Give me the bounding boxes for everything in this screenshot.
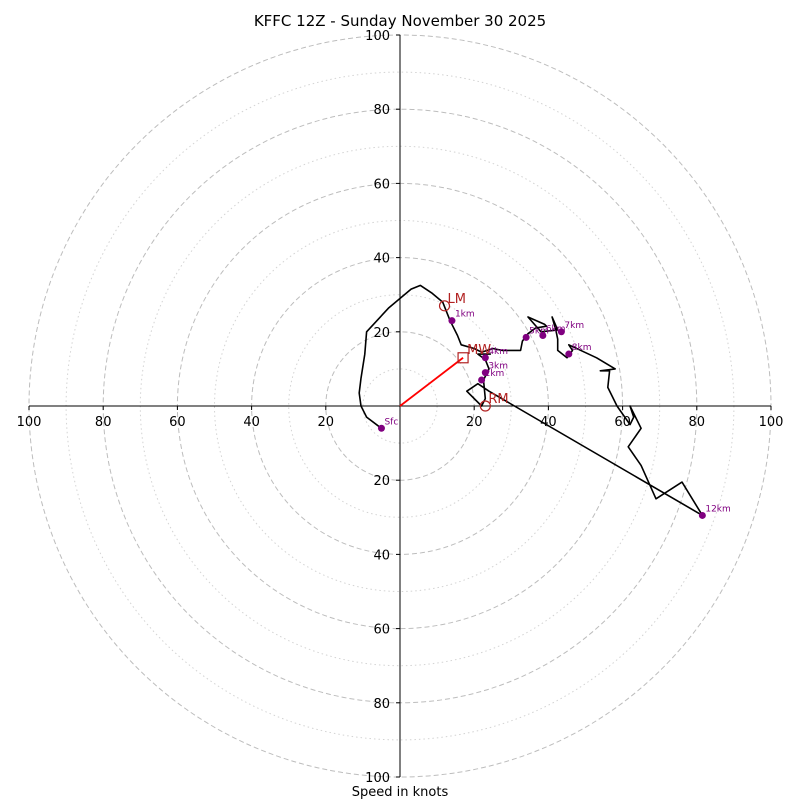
x-tick-label: 80	[95, 415, 112, 430]
height-point-8km	[565, 350, 573, 358]
y-tick-label: 100	[365, 29, 390, 44]
y-tick-label: 40	[373, 252, 390, 267]
tick-labels: 100 80 60 40 20 20 40 60 80 100100806040202040608…	[17, 29, 784, 786]
y-tick-label: 80	[373, 697, 390, 712]
y-tick-label: 20	[373, 326, 390, 341]
height-label-sfc: Sfc	[384, 417, 398, 427]
hodograph-line	[358, 284, 704, 517]
y-tick-label: 80	[373, 103, 390, 118]
storm-motion-markers: MW LM RM	[399, 292, 509, 412]
y-tick-label: 20	[373, 474, 390, 489]
chart-title: KFFC 12Z - Sunday November 30 2025	[254, 12, 546, 30]
height-point-7km	[557, 328, 565, 336]
x-tick-label: 80	[689, 415, 706, 430]
x-tick-label: 40	[243, 415, 260, 430]
x-tick-label: 20	[466, 415, 483, 430]
left-mover-label: LM	[448, 292, 466, 307]
hodograph-trace	[358, 284, 704, 517]
x-axis-label: Speed in knots	[352, 785, 449, 800]
height-point-sfc	[377, 424, 385, 432]
y-tick-label: 60	[373, 177, 390, 192]
height-label-6km: 6km	[546, 325, 566, 335]
height-label-7km: 7km	[564, 321, 584, 331]
mean-wind-marker	[457, 352, 469, 364]
right-mover-label: RM	[488, 392, 508, 407]
height-label-4km: 4km	[488, 347, 508, 357]
height-label-8km: 8km	[572, 343, 592, 353]
y-tick-label: 60	[373, 623, 390, 638]
y-tick-label: 100	[365, 771, 390, 786]
height-label-12km: 12km	[705, 504, 730, 514]
height-point-4km	[481, 354, 489, 362]
height-point-5km	[522, 333, 530, 341]
height-point-3km	[481, 369, 489, 377]
height-label-5km: 5km	[529, 326, 549, 336]
x-tick-label: 40	[540, 415, 557, 430]
x-tick-label: 20	[318, 415, 335, 430]
height-point-2km	[478, 376, 486, 384]
x-tick-label: 100	[759, 415, 784, 430]
left-mover-marker	[438, 300, 451, 312]
height-point-12km	[698, 511, 706, 519]
mean-wind-label: MW	[467, 343, 491, 358]
height-label-3km: 3km	[488, 362, 508, 372]
height-label-2km: 2km	[485, 369, 505, 379]
y-tick-label: 40	[373, 548, 390, 563]
height-label-1km: 1km	[455, 310, 475, 320]
x-tick-label: 100	[17, 415, 42, 430]
height-point-6km	[539, 332, 547, 340]
mean-wind-vector	[399, 357, 464, 407]
x-tick-label: 60	[169, 415, 186, 430]
height-point-1km	[448, 317, 456, 325]
right-mover-marker	[479, 400, 491, 412]
